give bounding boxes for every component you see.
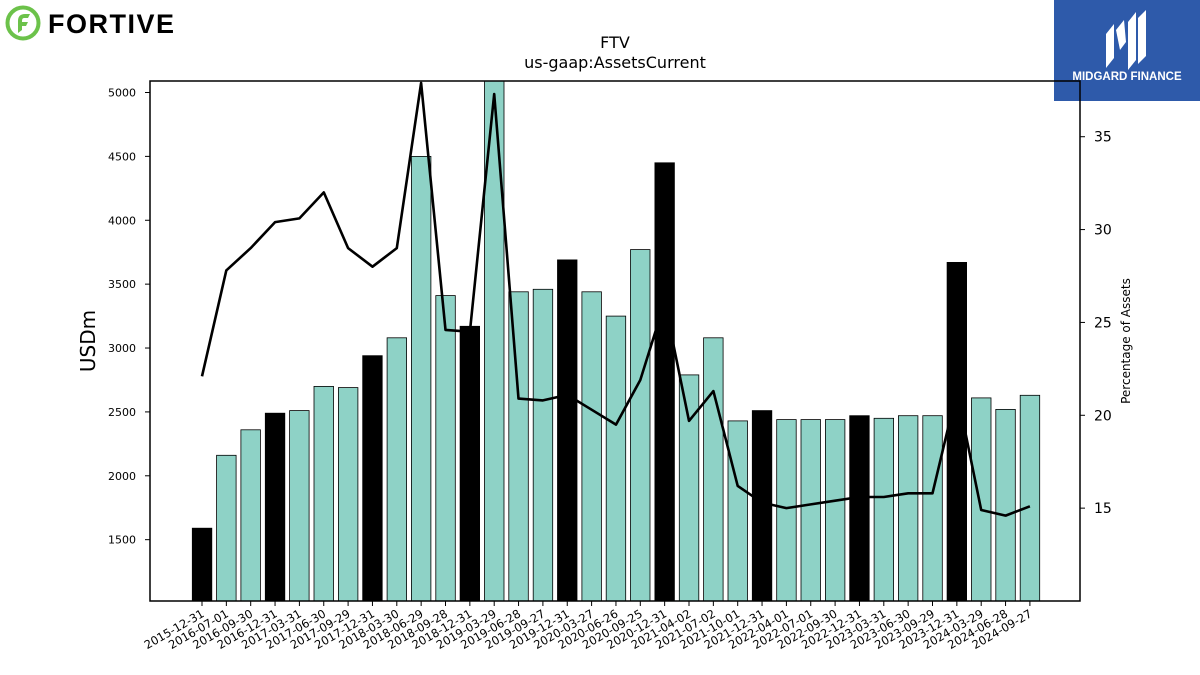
y-tick-label: 4000	[108, 214, 136, 227]
bar-2015-12-31	[191, 527, 213, 602]
bar-2018-03-30	[386, 337, 408, 602]
y-tick-label: 3000	[108, 342, 136, 355]
bar-2019-06-28	[508, 291, 529, 602]
left-axis: 1500 2000 2500 3000 3500 4000 4500 5000	[108, 86, 150, 547]
y-tick-label: 1500	[108, 534, 136, 547]
y2-tick-label: 35	[1094, 130, 1112, 146]
bar-2017-09-29	[337, 387, 359, 602]
y-tick-label: 3500	[108, 278, 136, 291]
y2-axis-label: Percentage of Assets	[1119, 278, 1133, 404]
bar-2017-12-31	[362, 355, 383, 602]
bar-2021-12-31	[751, 410, 773, 602]
bar-2021-10-01	[727, 420, 748, 602]
midgard-logo-mark-icon	[1106, 10, 1146, 70]
bar-2021-07-02	[703, 337, 724, 602]
chart-title: FTV	[600, 33, 630, 52]
bar-2018-12-31	[459, 325, 481, 602]
bar-2022-07-01	[800, 419, 821, 602]
plot-frame	[149, 80, 1081, 602]
bar-2019-09-27	[532, 288, 554, 602]
bar-2024-09-27	[1019, 394, 1041, 602]
bar-2017-03-31	[289, 410, 310, 602]
bar-2016-12-31	[264, 412, 286, 602]
bar-2018-06-29	[410, 155, 432, 602]
bar-series	[191, 80, 1041, 602]
chart-subtitle: us-gaap:AssetsCurrent	[524, 53, 706, 72]
bar-2019-12-31	[557, 259, 578, 602]
midgard-finance-logo: MIDGARD FINANCE	[1054, 0, 1200, 101]
bar-2023-03-31	[873, 417, 894, 602]
midgard-logo-text: MIDGARD FINANCE	[1072, 71, 1182, 83]
line-series	[200, 81, 1031, 517]
y-tick-label: 2500	[108, 406, 136, 419]
bar-2023-12-31	[946, 261, 967, 602]
bar-2018-09-28	[435, 295, 456, 602]
bar-2016-09-30	[240, 429, 261, 602]
y-tick-label: 2000	[108, 470, 136, 483]
y-axis-label: USDm	[76, 310, 100, 372]
bar-2022-04-01	[776, 419, 797, 602]
fortive-logo-mark-icon	[5, 5, 41, 41]
right-axis: 15 20 25 30 35	[1080, 130, 1112, 517]
bar-2023-06-30	[898, 415, 919, 602]
bar-2024-03-29	[971, 397, 992, 602]
y2-tick-label: 30	[1094, 223, 1112, 239]
percentage-of-assets-line	[200, 81, 1031, 517]
bar-2021-04-02	[678, 374, 700, 602]
y2-tick-label: 25	[1094, 315, 1112, 331]
bar-2020-06-26	[605, 315, 627, 602]
bar-2023-09-29	[922, 415, 943, 602]
bar-2024-06-28	[995, 408, 1016, 602]
y2-tick-label: 20	[1094, 408, 1112, 424]
bar-2020-12-31	[654, 162, 675, 602]
x-axis: 2015-12-312016-07-012016-09-302016-12-31…	[142, 601, 1034, 652]
y-tick-label: 4500	[108, 150, 136, 163]
bar-2020-09-25	[630, 249, 651, 602]
bar-2020-03-27	[581, 291, 602, 602]
y-tick-label: 5000	[108, 86, 136, 99]
bar-2016-07-01	[216, 454, 237, 602]
bar-2022-12-31	[849, 415, 870, 602]
y2-tick-label: 15	[1094, 501, 1112, 517]
fortive-logo: FORTIVE	[5, 5, 176, 41]
bar-2022-09-30	[825, 419, 846, 602]
fortive-logo-text: FORTIVE	[48, 9, 176, 39]
bar-2017-06-30	[313, 385, 334, 602]
